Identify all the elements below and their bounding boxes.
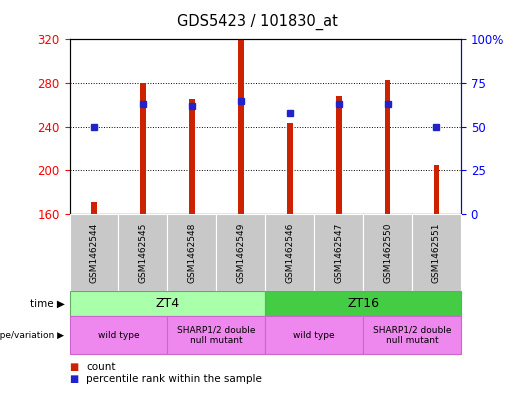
- Bar: [434, 165, 439, 214]
- Text: GDS5423 / 101830_at: GDS5423 / 101830_at: [177, 14, 338, 30]
- Text: GSM1462551: GSM1462551: [432, 222, 441, 283]
- Text: GSM1462550: GSM1462550: [383, 222, 392, 283]
- Text: GSM1462544: GSM1462544: [90, 222, 98, 283]
- Bar: [287, 123, 293, 214]
- Text: ZT4: ZT4: [156, 297, 179, 310]
- Text: wild type: wild type: [294, 331, 335, 340]
- Text: genotype/variation ▶: genotype/variation ▶: [0, 331, 64, 340]
- Text: time ▶: time ▶: [29, 299, 64, 309]
- Text: SHARP1/2 double
null mutant: SHARP1/2 double null mutant: [373, 325, 451, 345]
- Text: GSM1462548: GSM1462548: [187, 222, 196, 283]
- Bar: [91, 202, 97, 214]
- Text: GSM1462545: GSM1462545: [139, 222, 147, 283]
- Text: GSM1462546: GSM1462546: [285, 222, 294, 283]
- Bar: [189, 99, 195, 214]
- Bar: [238, 39, 244, 214]
- Text: GSM1462549: GSM1462549: [236, 222, 245, 283]
- Text: percentile rank within the sample: percentile rank within the sample: [86, 374, 262, 384]
- Text: GSM1462547: GSM1462547: [334, 222, 343, 283]
- Bar: [140, 83, 146, 214]
- Text: ZT16: ZT16: [347, 297, 379, 310]
- Text: count: count: [86, 362, 115, 373]
- Bar: [336, 96, 341, 214]
- Text: ■: ■: [70, 362, 79, 373]
- Text: ■: ■: [70, 374, 79, 384]
- Bar: [385, 80, 390, 214]
- Text: SHARP1/2 double
null mutant: SHARP1/2 double null mutant: [177, 325, 255, 345]
- Text: wild type: wild type: [98, 331, 139, 340]
